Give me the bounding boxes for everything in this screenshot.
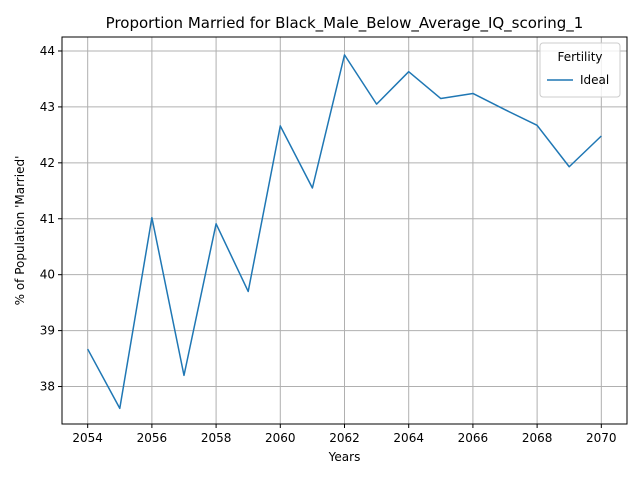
x-tick-label: 2062 [329,431,360,445]
y-tick-label: 38 [40,380,55,394]
y-tick-label: 40 [40,268,55,282]
x-tick-label: 2068 [522,431,553,445]
y-axis: 38 39 40 41 42 43 44 [40,44,62,394]
y-axis-label: % of Population 'Married' [13,156,27,306]
x-axis-label: Years [328,450,361,464]
x-tick-label: 2056 [137,431,168,445]
x-tick-label: 2066 [458,431,489,445]
x-tick-label: 2054 [72,431,103,445]
x-tick-label: 2070 [586,431,617,445]
y-tick-label: 44 [40,44,55,58]
grid-lines [62,37,627,424]
y-tick-label: 42 [40,156,55,170]
legend: Fertility Ideal [539,42,621,98]
legend-box [539,42,621,98]
y-tick-label: 43 [40,100,55,114]
legend-entry-label: Ideal [580,73,609,87]
legend-entries: Ideal [547,73,609,87]
x-axis: 2054 2056 2058 2060 2062 2064 2066 2068 2070 [72,424,617,445]
chart-title: Proportion Married for Black_Male_Below_… [106,14,584,33]
x-tick-label: 2058 [201,431,232,445]
legend-title: Fertility [557,50,602,64]
series-lines [87,54,602,410]
y-tick-label: 39 [40,324,55,338]
x-tick-label: 2064 [393,431,424,445]
y-tick-label: 41 [40,212,55,226]
x-tick-label: 2060 [265,431,296,445]
